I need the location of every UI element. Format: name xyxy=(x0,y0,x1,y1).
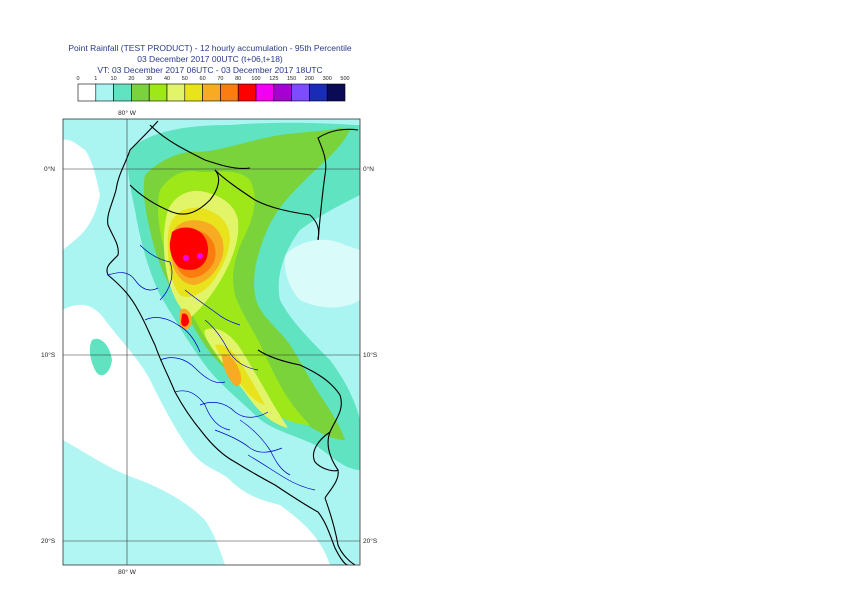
lon-label-bottom: 80° W xyxy=(118,568,137,576)
legend-threshold-label: 150 xyxy=(287,76,296,82)
graticule xyxy=(63,119,360,565)
legend-swatch xyxy=(326,83,346,102)
country-borders xyxy=(106,120,359,565)
legend-threshold-label: 70 xyxy=(217,76,223,82)
rain-coastal-patch xyxy=(89,338,112,376)
lat-label-right-10: 10°S xyxy=(363,351,378,359)
admin-regions xyxy=(107,244,316,491)
legend-threshold-label: 100 xyxy=(251,76,260,82)
border-peru-bolivia xyxy=(312,431,339,499)
lat-label-right-20: 20°S xyxy=(363,537,378,545)
legend-threshold-label: 20 xyxy=(128,76,134,82)
legend-threshold-label: 10 xyxy=(111,76,117,82)
legend-threshold-label: 50 xyxy=(182,76,188,82)
legend-threshold-label: 0 xyxy=(76,76,79,82)
rain-peak-magenta-2 xyxy=(197,253,203,259)
map-frame xyxy=(62,118,361,566)
legend-threshold-label: 125 xyxy=(269,76,278,82)
color-legend: 0 1 10 20 30 40 50 60 70 80 100 125 150 200 300 500 xyxy=(76,76,350,102)
lat-label-left-0: 0°N xyxy=(44,165,55,173)
base-time-label: 03 December 2017 00UTC (t+06,t+18) xyxy=(137,54,283,64)
dry-east-amazon xyxy=(284,239,360,308)
coastline xyxy=(106,120,349,565)
lon-label-top: 80° W xyxy=(118,109,137,117)
lat-label-left-10: 10°S xyxy=(41,351,56,359)
legend-threshold-label: 30 xyxy=(146,76,152,82)
dry-ocean-northwest xyxy=(63,139,100,250)
legend-threshold-label: 200 xyxy=(305,76,314,82)
border-peru-brazil xyxy=(257,349,342,471)
border-peru-colombia xyxy=(214,169,320,241)
lat-label-left-20: 20°S xyxy=(41,537,56,545)
legend-threshold-label: 1 xyxy=(94,76,97,82)
legend-threshold-label: 40 xyxy=(164,76,170,82)
border-ecuador-peru xyxy=(129,169,220,215)
legend-threshold-label: 500 xyxy=(340,76,349,82)
valid-time-label: VT: 03 December 2017 06UTC - 03 December… xyxy=(97,65,323,75)
legend-threshold-label: 300 xyxy=(323,76,332,82)
legend-threshold-label: 60 xyxy=(200,76,206,82)
rain-red-zone xyxy=(169,227,208,327)
lat-label-right-0: 0°N xyxy=(363,165,374,173)
legend-threshold-label: 80 xyxy=(235,76,241,82)
chart-title: Point Rainfall (TEST PRODUCT) - 12 hourl… xyxy=(68,43,352,53)
border-colombia-ecuador xyxy=(149,124,251,169)
light-ocean-band xyxy=(63,440,225,565)
border-brazil xyxy=(317,128,359,241)
rain-peak-magenta-1 xyxy=(183,255,189,261)
border-bolivia-chile xyxy=(324,497,356,565)
